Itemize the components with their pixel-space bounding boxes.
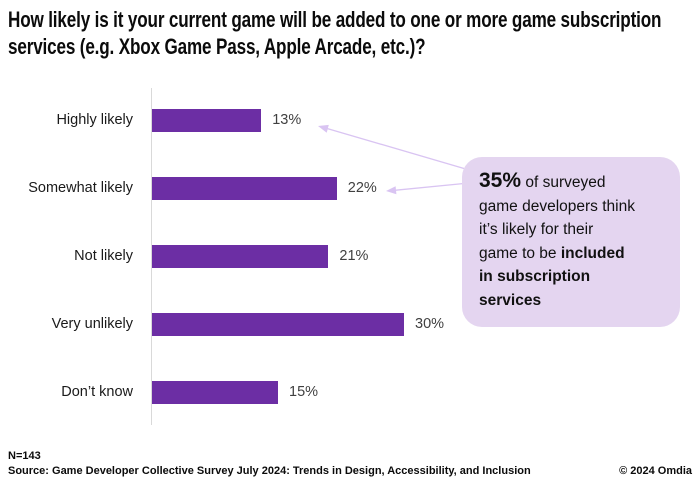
value-label: 15% bbox=[289, 383, 319, 400]
bar-row-somewhat-likely: Somewhat likely 22% bbox=[0, 176, 700, 200]
bar bbox=[152, 380, 278, 404]
category-label: Don’t know bbox=[61, 383, 133, 400]
bar bbox=[152, 244, 329, 268]
category-label: Highly likely bbox=[56, 111, 133, 128]
y-axis-line bbox=[151, 88, 152, 425]
callout-text: 35% of surveyed game developers think it… bbox=[479, 170, 664, 312]
bar-row-not-likely: Not likely 21% bbox=[0, 244, 700, 268]
category-label: Not likely bbox=[74, 247, 133, 264]
bar-row-very-unlikely: Very unlikely 30% bbox=[0, 312, 700, 336]
category-label: Very unlikely bbox=[51, 315, 133, 332]
bar bbox=[152, 312, 404, 336]
category-label: Somewhat likely bbox=[28, 179, 133, 196]
source-note: Source: Game Developer Collective Survey… bbox=[8, 465, 531, 477]
value-label: 22% bbox=[347, 179, 377, 196]
callout-body: of surveyed game developers think it’s l… bbox=[479, 174, 635, 262]
chart-title: How likely is it your current game will … bbox=[8, 7, 662, 59]
value-label: 21% bbox=[339, 247, 369, 264]
callout-box: 35% of surveyed game developers think it… bbox=[462, 157, 680, 327]
copyright: © 2024 Omdia bbox=[619, 465, 692, 477]
callout-lead: 35% bbox=[479, 169, 522, 192]
bar bbox=[152, 108, 262, 132]
value-label: 30% bbox=[415, 315, 445, 332]
bar-row-don-t-know: Don’t know 15% bbox=[0, 380, 700, 404]
value-label: 13% bbox=[272, 111, 302, 128]
bar bbox=[152, 176, 337, 200]
callout-emphasis: included in subscription services bbox=[479, 244, 625, 309]
sample-size: N=143 bbox=[8, 450, 41, 462]
bar-row-highly-likely: Highly likely 13% bbox=[0, 108, 700, 132]
